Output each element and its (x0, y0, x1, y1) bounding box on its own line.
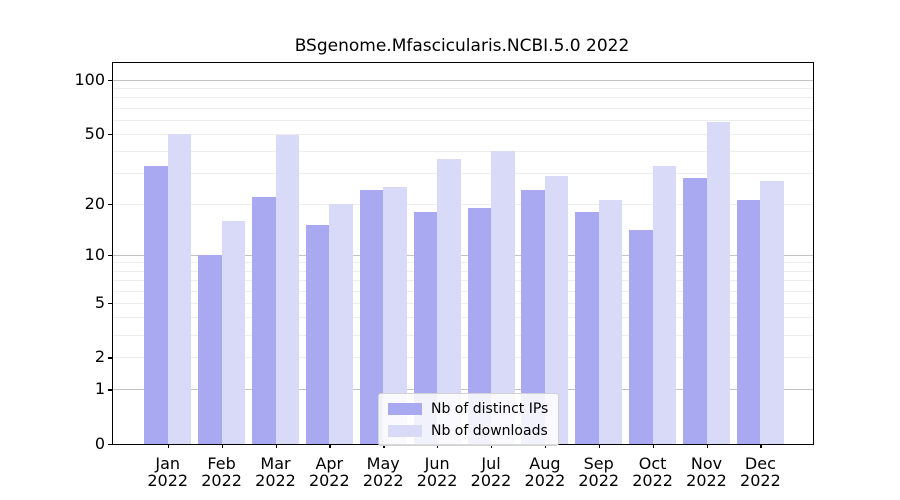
gridline-minor-3 (113, 334, 813, 336)
x-tick-may (383, 444, 385, 448)
x-tick-dec (760, 444, 762, 448)
x-tick-jul (491, 444, 493, 448)
x-tick-label-sep: Sep 2022 (578, 454, 620, 490)
bar-mar-distinct-ips (252, 196, 276, 444)
y-tick-label-20: 20 (84, 193, 105, 213)
chart-title: BSgenome.Mfascicularis.NCBI.5.0 2022 (294, 36, 630, 56)
x-tick-label-may: May 2022 (362, 454, 404, 490)
x-tick-mar (275, 444, 277, 448)
y-tick-label-100: 100 (74, 69, 105, 89)
bar-jul-downloads (491, 151, 515, 444)
bar-sep-downloads (598, 200, 623, 444)
gridline-minor-70 (113, 107, 813, 109)
bar-aug-downloads (544, 175, 569, 444)
bar-jan-distinct-ips (144, 165, 168, 444)
y-tick-20 (108, 203, 112, 206)
legend: Nb of distinct IPs Nb of downloads (378, 393, 560, 446)
legend-swatch-distinct-ips (388, 402, 422, 415)
legend-label-distinct-ips: Nb of distinct IPs (431, 400, 549, 417)
bar-jun-downloads (437, 159, 461, 444)
gridline-minor-40 (113, 151, 813, 152)
x-tick-label-nov: Nov 2022 (686, 454, 727, 490)
legend-swatch-downloads (388, 424, 422, 437)
legend-item-distinct-ips: Nb of distinct IPs (388, 399, 548, 418)
bar-dec-distinct-ips (736, 200, 761, 444)
x-tick-jun (437, 444, 439, 448)
bar-jul-distinct-ips (467, 207, 491, 444)
x-tick-nov (706, 444, 708, 448)
y-tick-label-5: 5 (94, 292, 105, 312)
bar-apr-downloads (329, 203, 353, 444)
x-tick-label-dec: Dec 2022 (740, 454, 781, 490)
gridline-minor-30 (113, 173, 813, 175)
y-tick-50 (108, 133, 112, 136)
gridline-major-1 (113, 389, 813, 391)
x-tick-oct (652, 444, 654, 448)
bar-dec-downloads (760, 181, 784, 444)
bar-nov-distinct-ips (683, 178, 707, 444)
gridline-major-100 (113, 79, 813, 81)
gridline-minor-6 (113, 290, 813, 292)
bar-may-downloads (383, 186, 407, 444)
gridline-minor-7 (113, 279, 813, 281)
x-tick-apr (329, 444, 331, 448)
y-tick-label-10: 10 (84, 244, 105, 264)
x-tick-label-oct: Oct 2022 (632, 454, 673, 490)
y-tick-1 (108, 389, 112, 391)
bar-may-distinct-ips (359, 190, 384, 444)
bar-nov-downloads (706, 122, 730, 444)
x-tick-label-aug: Aug 2022 (524, 454, 566, 490)
y-tick-label-0: 0 (94, 434, 105, 453)
x-tick-label-apr: Apr 2022 (308, 454, 350, 490)
bar-feb-distinct-ips (198, 254, 222, 444)
bar-apr-distinct-ips (305, 225, 330, 444)
gridline-minor-2 (113, 357, 813, 359)
bar-mar-downloads (275, 135, 299, 444)
y-tick-0 (108, 444, 112, 446)
x-tick-label-jan: Jan 2022 (147, 454, 189, 490)
x-tick-label-mar: Mar 2022 (255, 454, 296, 490)
y-tick-label-2: 2 (94, 347, 105, 367)
plot-area: Nb of distinct IPs Nb of downloads 100 50… (74, 62, 814, 489)
bar-oct-distinct-ips (629, 230, 653, 444)
x-tick-label-jun: Jun 2022 (416, 454, 458, 490)
bar-aug-distinct-ips (521, 190, 545, 444)
y-tick-100 (108, 79, 112, 82)
x-tick-jan (167, 444, 170, 448)
gridline-major-10 (113, 254, 813, 256)
x-tick-label-jul: Jul 2022 (470, 454, 512, 490)
gridline-minor-50 (113, 133, 813, 135)
legend-label-downloads: Nb of downloads (431, 422, 548, 439)
y-tick-2 (108, 357, 112, 359)
x-tick-sep (598, 444, 601, 448)
y-tick-label-50: 50 (84, 123, 105, 143)
gridline-minor-60 (113, 119, 813, 121)
bar-jun-distinct-ips (413, 211, 438, 444)
bar-feb-downloads (221, 220, 246, 444)
gridline-minor-80 (113, 97, 813, 99)
y-tick-label-1: 1 (94, 379, 105, 399)
gridline-minor-8 (113, 270, 813, 272)
bar-oct-downloads (652, 165, 677, 444)
gridline-minor-9 (113, 262, 813, 264)
bar-sep-distinct-ips (575, 211, 599, 444)
gridline-minor-90 (113, 88, 813, 90)
x-tick-feb (221, 444, 223, 448)
bar-jan-downloads (167, 133, 192, 444)
gridline-minor-4 (113, 317, 813, 318)
gridline-minor-20 (113, 203, 813, 205)
gridline-minor-5 (113, 302, 813, 304)
y-tick-10 (108, 254, 112, 257)
x-tick-aug (544, 444, 547, 448)
x-tick-label-feb: Feb 2022 (201, 454, 242, 490)
legend-item-downloads: Nb of downloads (388, 421, 548, 440)
y-tick-5 (108, 302, 112, 304)
